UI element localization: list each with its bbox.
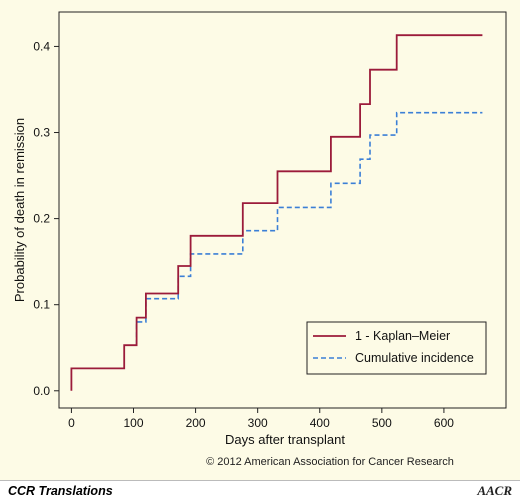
legend: 1 - Kaplan–Meier Cumulative incidence (306, 321, 487, 375)
aacr-logo: AACR (477, 483, 512, 498)
plot-area (58, 11, 507, 409)
legend-box (306, 321, 487, 375)
y-tick-label: 0.2 (33, 212, 50, 226)
x-tick-label: 600 (434, 416, 454, 430)
series-line-cumulative-incidence (135, 111, 483, 346)
x-axis-title: Days after transplant (225, 432, 345, 447)
y-tick-label: 0.0 (33, 384, 50, 398)
x-tick-label: 200 (186, 416, 206, 430)
y-tick-label: 0.4 (33, 39, 50, 53)
x-tick-label: 400 (310, 416, 330, 430)
journal-name: CCR Translations (8, 484, 113, 498)
x-tick-label: 100 (123, 416, 143, 430)
x-tick-label: 0 (68, 416, 75, 430)
y-tick-label: 0.3 (33, 126, 50, 140)
y-tick-label: 0.1 (33, 298, 50, 312)
copyright-notice: © 2012 American Association for Cancer R… (206, 456, 454, 468)
km-chart: 0 100 200 300 400 500 600 0.0 0.1 0.2 0.3 0.4 Proba… (12, 11, 507, 447)
series-line-kaplan-meier (70, 34, 483, 391)
y-axis-title: Probability of death in remission (12, 118, 27, 302)
footer-bar: CCR Translations AACR (0, 480, 520, 503)
x-tick-label: 300 (248, 416, 268, 430)
legend-label-km: 1 - Kaplan–Meier (355, 329, 450, 343)
x-tick-label: 500 (372, 416, 392, 430)
legend-label-ci: Cumulative incidence (355, 351, 474, 365)
